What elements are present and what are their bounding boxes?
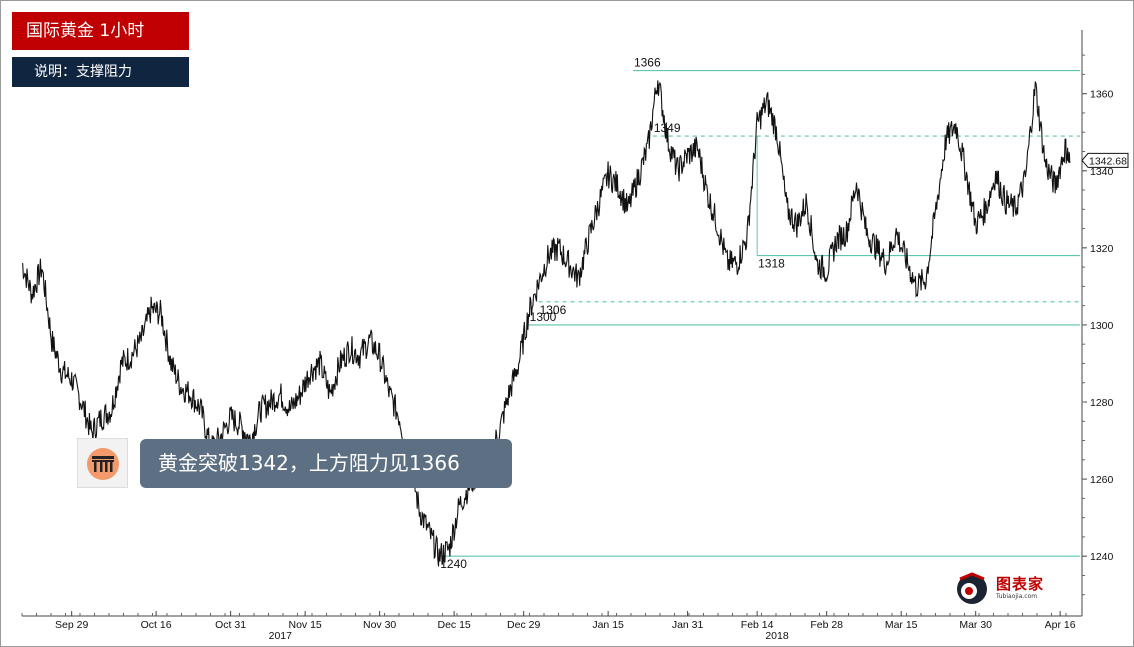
price-series-line	[21, 80, 1071, 567]
x-tick-label: Feb 28	[810, 619, 843, 631]
y-tick-label: 1280	[1090, 397, 1114, 409]
x-tick-label: Mar 30	[959, 619, 992, 631]
level-label-1318: 1318	[758, 257, 785, 271]
y-tick-label: 1320	[1090, 243, 1114, 255]
level-label-1349: 1349	[654, 121, 681, 135]
notification-banner[interactable]: 黄金突破1342，上方阻力见1366	[140, 439, 512, 488]
level-label-1300: 1300	[530, 310, 557, 324]
mascot-icon	[957, 572, 987, 604]
x-tick-label: Dec 29	[507, 619, 540, 631]
chart-subtitle: 说明：支撑阻力	[12, 57, 189, 87]
last-price-tag-box	[1081, 152, 1129, 168]
app-logo-icon	[77, 438, 128, 488]
x-tick-label: Mar 15	[885, 619, 918, 631]
level-label-1306: 1306	[540, 303, 567, 317]
y-tick-label: 1300	[1090, 320, 1114, 332]
y-tick-label: 1360	[1090, 89, 1114, 101]
x-tick-label: Sep 29	[55, 619, 88, 631]
x-year-label: 2017	[269, 630, 293, 642]
y-tick-label: 1340	[1090, 166, 1114, 178]
x-tick-label: Oct 31	[215, 619, 246, 631]
x-year-label: 2018	[765, 630, 789, 642]
watermark: 图表家 Tubiaojia.com	[954, 571, 1062, 607]
x-tick-label: Nov 15	[288, 619, 321, 631]
chart-title: 国际黄金 1小时	[12, 12, 189, 50]
y-tick-label: 1260	[1090, 474, 1114, 486]
x-tick-label: Jan 15	[592, 619, 624, 631]
level-label-1240: 1240	[440, 557, 467, 571]
watermark-site: Tubiaojia.com	[996, 593, 1038, 600]
x-tick-label: Apr 16	[1045, 619, 1076, 631]
y-tick-label: 1240	[1090, 551, 1114, 563]
x-tick-label: Dec 15	[438, 619, 471, 631]
x-tick-label: Nov 30	[363, 619, 396, 631]
x-tick-label: Feb 14	[741, 619, 774, 631]
x-tick-label: Oct 16	[141, 619, 172, 631]
x-tick-label: Jan 31	[672, 619, 704, 631]
last-price-label: 1342.68	[1089, 155, 1127, 167]
watermark-brand: 图表家	[996, 575, 1045, 593]
level-label-1366: 1366	[634, 56, 661, 70]
